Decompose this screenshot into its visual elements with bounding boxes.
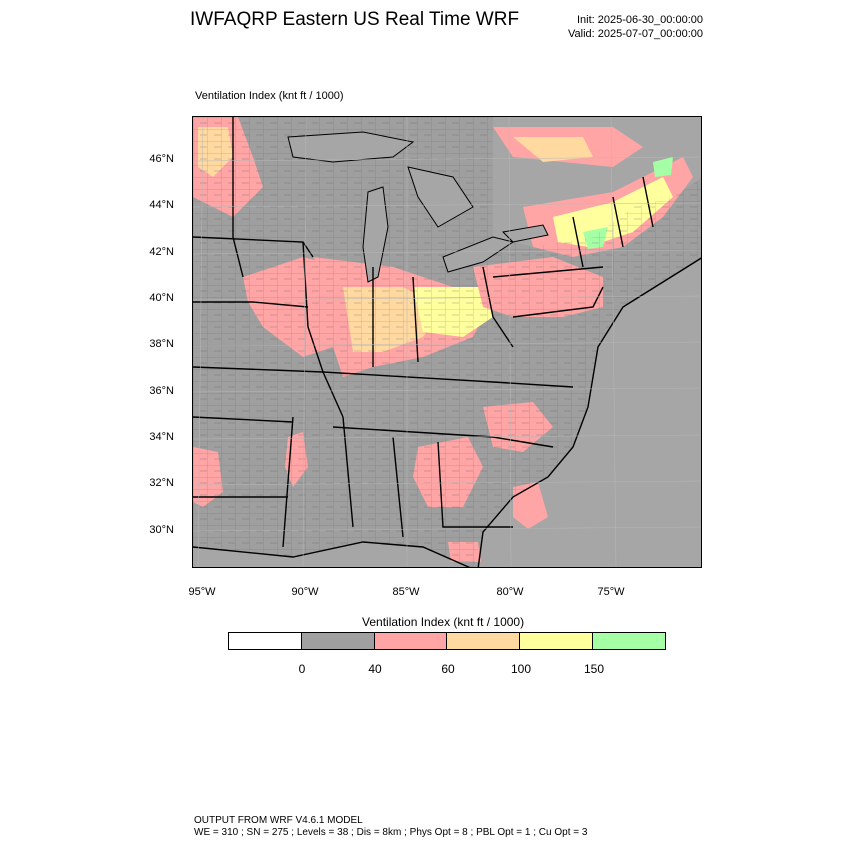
lon-label: 75°W [597, 586, 625, 598]
lat-label: 34°N [149, 431, 174, 443]
map-subtitle: Ventilation Index (knt ft / 1000) [195, 90, 344, 102]
colorbar-cell [447, 633, 521, 649]
chart-title: IWFAQRP Eastern US Real Time WRF [190, 9, 520, 30]
lon-label: 85°W [392, 586, 420, 598]
gulf-coastline [193, 541, 471, 567]
map-panel [192, 116, 702, 568]
lake-erie [442, 236, 515, 273]
lat-label: 36°N [149, 385, 174, 397]
model-version: OUTPUT FROM WRF V4.6.1 MODEL [194, 815, 363, 826]
graticule [193, 117, 701, 567]
run-times: Init: 2025-06-30_00:00:00 Valid: 2025-07… [568, 13, 703, 41]
lon-label: 90°W [291, 586, 319, 598]
lake-michigan [362, 186, 389, 283]
lake-huron [407, 166, 474, 228]
gulf-of-mexico [193, 542, 469, 567]
atlantic-coastline [477, 257, 701, 567]
model-config: WE = 310 ; SN = 275 ; Levels = 38 ; Dis … [194, 827, 588, 838]
valid-time: Valid: 2025-07-07_00:00:00 [568, 28, 703, 40]
lat-label: 46°N [149, 153, 174, 165]
colorbar-tick: 150 [583, 662, 605, 676]
colorbar-cell [374, 633, 448, 649]
lon-label: 95°W [188, 586, 216, 598]
colorbar-cell [593, 633, 665, 649]
state-boundaries [193, 117, 654, 548]
lat-label: 32°N [149, 477, 174, 489]
lon-label: 80°W [496, 586, 524, 598]
colorbar-tick: 0 [298, 662, 306, 676]
colorbar [228, 632, 666, 650]
init-time: Init: 2025-06-30_00:00:00 [577, 14, 703, 26]
lat-label: 38°N [149, 338, 174, 350]
colorbar-cell [520, 633, 594, 649]
colorbar-tick: 40 [368, 662, 382, 676]
lat-label: 42°N [149, 246, 174, 258]
lake-superior [287, 131, 415, 163]
colorbar-tick: 60 [441, 662, 455, 676]
county-boundaries [193, 117, 701, 567]
colorbar-tick: 100 [510, 662, 532, 676]
lat-label: 44°N [149, 199, 174, 211]
model-info: OUTPUT FROM WRF V4.6.1 MODEL WE = 310 ; … [194, 815, 587, 839]
lat-label: 30°N [149, 524, 174, 536]
lat-label: 40°N [149, 292, 174, 304]
colorbar-cell [301, 633, 375, 649]
map-canvas [193, 117, 701, 567]
colorbar-cell [229, 633, 302, 649]
legend-title: Ventilation Index (knt ft / 1000) [362, 615, 525, 629]
